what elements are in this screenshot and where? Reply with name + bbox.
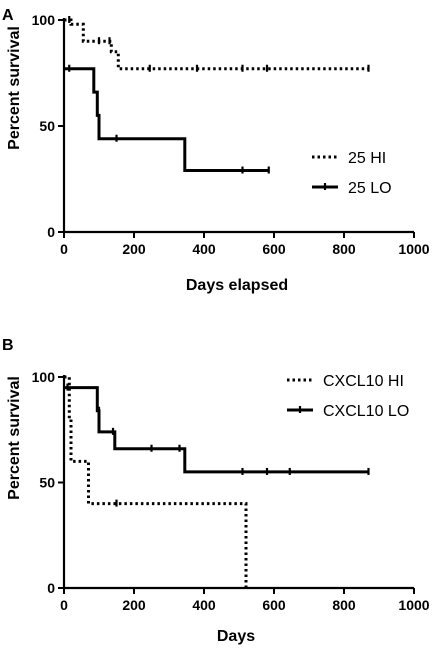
legend-label: CXCL10 HI bbox=[323, 373, 404, 390]
series-line-cxcl10-lo bbox=[64, 386, 369, 474]
y-tick-label: 50 bbox=[39, 118, 55, 134]
y-tick-label: 50 bbox=[39, 475, 55, 491]
y-axis-title: Percent survival bbox=[6, 376, 23, 500]
x-tick-label: 600 bbox=[262, 241, 286, 257]
y-tick-label: 100 bbox=[32, 369, 56, 385]
x-tick-label: 1000 bbox=[398, 597, 429, 613]
legend-label: CXCL10 LO bbox=[323, 403, 409, 420]
x-tick-label: 400 bbox=[192, 241, 216, 257]
x-tick-label: 0 bbox=[60, 241, 68, 257]
series-line-25-hi bbox=[64, 18, 369, 71]
y-tick-label: 100 bbox=[32, 12, 56, 28]
x-tick-label: 800 bbox=[332, 241, 356, 257]
x-axis-title: Days elapsed bbox=[186, 277, 288, 294]
panel-label: B bbox=[2, 337, 14, 354]
x-axis-title: Days bbox=[217, 628, 255, 645]
x-tick-label: 0 bbox=[60, 597, 68, 613]
legend-label: 25 LO bbox=[348, 180, 392, 197]
x-tick-label: 600 bbox=[262, 597, 286, 613]
y-tick-label: 0 bbox=[47, 580, 55, 596]
y-axis-title: Percent survival bbox=[6, 26, 23, 150]
x-tick-label: 1000 bbox=[398, 241, 429, 257]
x-tick-label: 200 bbox=[122, 597, 146, 613]
x-tick-label: 800 bbox=[332, 597, 356, 613]
series-line-25-lo bbox=[64, 67, 269, 172]
y-tick-label: 0 bbox=[47, 224, 55, 240]
x-tick-label: 400 bbox=[192, 597, 216, 613]
series-line-cxcl10-hi bbox=[64, 375, 248, 588]
panel-b-survival-chart: B Percent survival Days 0 200 400 600 800 100… bbox=[2, 337, 430, 645]
panel-a-survival-chart: A Percent survival Days elapsed 0 200 400 6… bbox=[2, 7, 430, 294]
x-tick-label: 200 bbox=[122, 241, 146, 257]
legend-label: 25 HI bbox=[348, 150, 386, 167]
panel-label: A bbox=[2, 7, 14, 24]
